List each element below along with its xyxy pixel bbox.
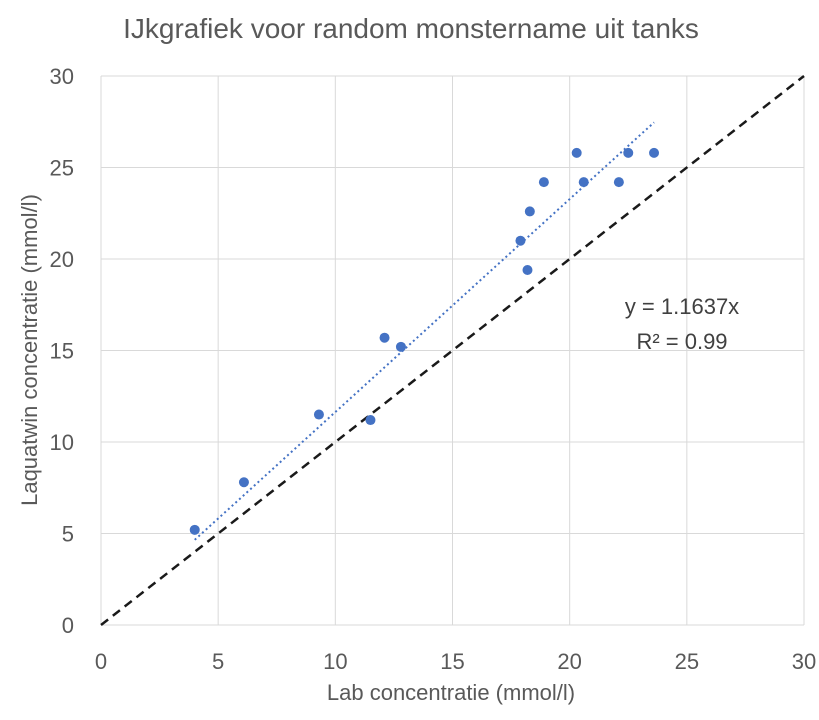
data-point	[649, 147, 660, 158]
y-tick-label: 0	[62, 613, 74, 638]
data-point	[395, 341, 406, 352]
x-axis-label: Lab concentratie (mmol/l)	[327, 680, 575, 705]
data-point	[578, 177, 589, 188]
x-tick-label: 20	[557, 649, 581, 674]
tick-labels: 0 5 10 15 20 25 30 0 5 10 15 20 25 30	[50, 64, 817, 674]
trendline-equation: y = 1.1637x	[625, 294, 739, 319]
data-point	[623, 147, 634, 158]
y-tick-label: 5	[62, 522, 74, 547]
data-point	[571, 147, 582, 158]
data-point	[313, 409, 324, 420]
y-tick-label: 20	[50, 247, 74, 272]
x-tick-label: 10	[323, 649, 347, 674]
data-point	[522, 264, 533, 275]
x-tick-label: 30	[792, 649, 816, 674]
data-point	[613, 177, 624, 188]
r-squared-label: R² = 0.99	[636, 329, 727, 354]
data-point	[238, 477, 249, 488]
data-point	[515, 235, 526, 246]
data-point	[379, 332, 390, 343]
y-axis-label: Laquatwin concentratie (mmol/l)	[17, 194, 42, 506]
x-tick-label: 25	[675, 649, 699, 674]
y-tick-label: 10	[50, 430, 74, 455]
data-point	[189, 524, 200, 535]
x-tick-label: 15	[440, 649, 464, 674]
trendline	[194, 121, 655, 541]
y-tick-label: 30	[50, 64, 74, 89]
reference-line	[100, 75, 805, 626]
y-tick-label: 25	[50, 156, 74, 181]
y-tick-label: 15	[50, 339, 74, 364]
x-tick-label: 0	[95, 649, 107, 674]
trendline-layer	[194, 121, 655, 541]
data-point	[524, 206, 535, 217]
reference-line-layer	[100, 75, 805, 626]
data-point	[538, 177, 549, 188]
data-point	[365, 415, 376, 426]
x-tick-label: 5	[212, 649, 224, 674]
chart-title: IJkgrafiek voor random monstername uit t…	[123, 13, 699, 44]
data-points	[189, 147, 660, 535]
